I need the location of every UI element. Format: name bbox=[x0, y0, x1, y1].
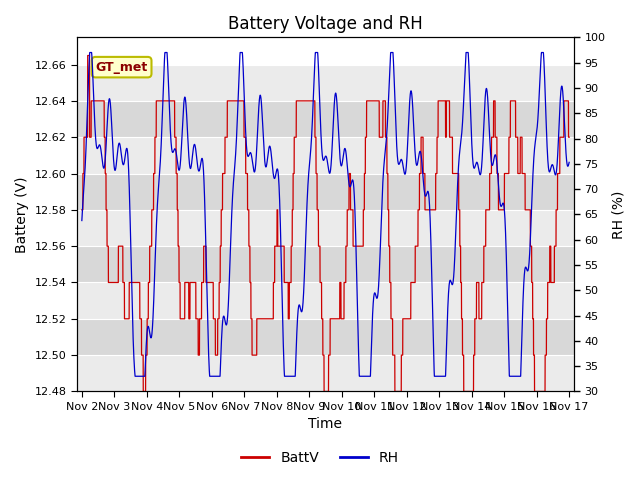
Bar bbox=[77, 65, 574, 101]
Y-axis label: Battery (V): Battery (V) bbox=[15, 176, 29, 252]
Title: Battery Voltage and RH: Battery Voltage and RH bbox=[228, 15, 423, 33]
Bar bbox=[77, 355, 574, 391]
Bar bbox=[77, 174, 574, 210]
Bar bbox=[77, 282, 574, 319]
Bar bbox=[77, 246, 574, 282]
Text: GT_met: GT_met bbox=[95, 60, 148, 73]
Bar bbox=[77, 137, 574, 174]
Bar bbox=[77, 210, 574, 246]
Bar bbox=[77, 101, 574, 137]
Legend: BattV, RH: BattV, RH bbox=[236, 445, 404, 471]
Y-axis label: RH (%): RH (%) bbox=[611, 190, 625, 239]
Bar bbox=[77, 319, 574, 355]
X-axis label: Time: Time bbox=[308, 418, 342, 432]
